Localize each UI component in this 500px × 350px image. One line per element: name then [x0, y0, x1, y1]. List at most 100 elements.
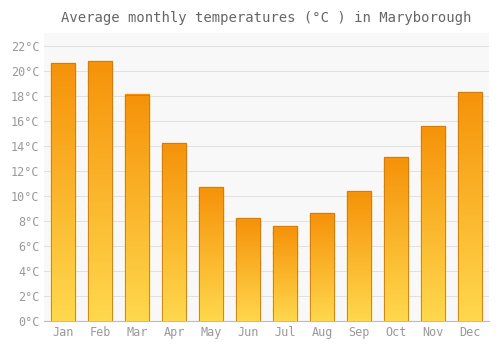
Bar: [236, 235, 260, 236]
Bar: [310, 220, 334, 221]
Bar: [51, 261, 75, 264]
Bar: [422, 292, 446, 294]
Bar: [88, 100, 112, 103]
Bar: [384, 249, 408, 251]
Bar: [310, 217, 334, 218]
Bar: [422, 295, 446, 298]
Bar: [347, 235, 372, 237]
Bar: [162, 181, 186, 182]
Bar: [88, 175, 112, 178]
Bar: [347, 232, 372, 234]
Bar: [273, 294, 297, 295]
Bar: [422, 217, 446, 219]
Bar: [347, 216, 372, 217]
Bar: [199, 310, 223, 312]
Bar: [88, 82, 112, 84]
Bar: [273, 252, 297, 253]
Bar: [125, 183, 149, 185]
Bar: [273, 248, 297, 250]
Bar: [162, 184, 186, 186]
Bar: [125, 248, 149, 251]
Bar: [384, 278, 408, 280]
Bar: [88, 316, 112, 318]
Bar: [88, 295, 112, 298]
Bar: [199, 246, 223, 247]
Bar: [236, 318, 260, 319]
Bar: [125, 262, 149, 264]
Bar: [310, 213, 334, 215]
Bar: [347, 258, 372, 260]
Bar: [51, 238, 75, 241]
Bar: [88, 71, 112, 74]
Bar: [384, 273, 408, 275]
Bar: [88, 261, 112, 264]
Bar: [384, 262, 408, 264]
Bar: [347, 272, 372, 273]
Bar: [88, 232, 112, 235]
Bar: [162, 161, 186, 163]
Bar: [236, 222, 260, 224]
Bar: [162, 232, 186, 234]
Bar: [51, 244, 75, 246]
Bar: [88, 201, 112, 204]
Bar: [88, 227, 112, 230]
Bar: [162, 307, 186, 309]
Bar: [236, 262, 260, 264]
Bar: [199, 293, 223, 294]
Bar: [273, 304, 297, 305]
Bar: [88, 89, 112, 92]
Bar: [384, 301, 408, 303]
Bar: [310, 261, 334, 262]
Bar: [273, 270, 297, 271]
Bar: [199, 312, 223, 313]
Bar: [273, 308, 297, 309]
Bar: [162, 301, 186, 303]
Bar: [458, 142, 482, 145]
Bar: [199, 187, 223, 321]
Bar: [236, 221, 260, 223]
Bar: [199, 261, 223, 262]
Bar: [88, 285, 112, 287]
Bar: [273, 231, 297, 232]
Bar: [51, 264, 75, 267]
Bar: [88, 61, 112, 321]
Bar: [162, 236, 186, 238]
Bar: [125, 215, 149, 217]
Bar: [236, 247, 260, 248]
Bar: [199, 263, 223, 265]
Bar: [162, 303, 186, 305]
Bar: [422, 251, 446, 253]
Bar: [162, 218, 186, 220]
Bar: [310, 279, 334, 280]
Bar: [273, 258, 297, 259]
Bar: [88, 196, 112, 199]
Bar: [422, 135, 446, 138]
Bar: [384, 275, 408, 277]
Bar: [273, 246, 297, 247]
Bar: [88, 204, 112, 206]
Bar: [162, 219, 186, 222]
Bar: [273, 320, 297, 321]
Bar: [125, 128, 149, 131]
Bar: [125, 117, 149, 119]
Bar: [384, 224, 408, 226]
Bar: [125, 305, 149, 307]
Bar: [422, 260, 446, 262]
Bar: [51, 84, 75, 86]
Bar: [310, 273, 334, 274]
Bar: [51, 166, 75, 169]
Bar: [310, 298, 334, 300]
Bar: [458, 257, 482, 259]
Bar: [199, 209, 223, 210]
Bar: [458, 254, 482, 257]
Bar: [125, 126, 149, 128]
Bar: [347, 269, 372, 270]
Bar: [88, 149, 112, 152]
Bar: [88, 115, 112, 118]
Bar: [422, 128, 446, 130]
Bar: [236, 312, 260, 313]
Bar: [125, 140, 149, 142]
Bar: [236, 291, 260, 292]
Bar: [273, 248, 297, 249]
Bar: [458, 170, 482, 172]
